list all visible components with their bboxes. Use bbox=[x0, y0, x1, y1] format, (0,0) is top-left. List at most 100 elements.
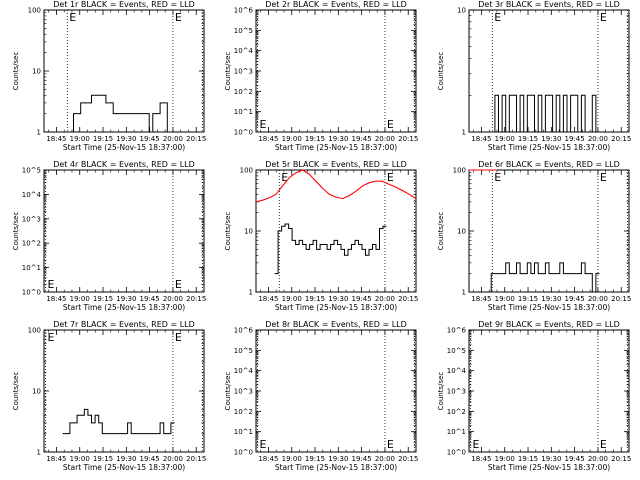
chart-title: Det 4r BLACK = Events, RED = LLD bbox=[53, 160, 195, 169]
x-tick-label: 18:45 bbox=[46, 455, 66, 463]
x-tick-label: 20:00 bbox=[163, 455, 183, 463]
x-tick-label: 20:15 bbox=[186, 295, 206, 303]
y-tick-label: 10^5 bbox=[447, 347, 466, 355]
y-tick-label: 10^1 bbox=[447, 428, 466, 436]
x-tick-label: 19:30 bbox=[328, 295, 348, 303]
x-tick-label: 19:45 bbox=[352, 295, 372, 303]
x-tick-label: 19:30 bbox=[116, 135, 136, 143]
y-tick-label: 10^2 bbox=[447, 408, 466, 416]
y-axis-label: Counts/sec bbox=[437, 212, 445, 251]
x-tick-label: 19:15 bbox=[518, 135, 538, 143]
panel-det-9: Det 9r BLACK = Events, RED = LLD 18:45 19:… bbox=[437, 320, 631, 472]
x-tick-label: 19:45 bbox=[352, 455, 372, 463]
x-tick-label: 19:15 bbox=[305, 295, 325, 303]
e-marker: E bbox=[175, 11, 182, 24]
y-tick-label: 1 bbox=[249, 289, 253, 297]
chart-title: Det 8r BLACK = Events, RED = LLD bbox=[265, 320, 407, 329]
events-series bbox=[62, 408, 175, 435]
x-tick-label: 20:00 bbox=[588, 455, 608, 463]
y-tick-label: 10^0 bbox=[22, 289, 41, 297]
y-axis-label: Counts/sec bbox=[437, 372, 445, 411]
x-tick-label: 19:00 bbox=[70, 295, 90, 303]
y-tick-label: 10 bbox=[244, 228, 253, 236]
e-marker: E bbox=[48, 331, 55, 344]
chart-title: Det 6r BLACK = Events, RED = LLD bbox=[478, 160, 620, 169]
y-tick-label: 100 bbox=[453, 167, 466, 175]
x-tick-label: 19:15 bbox=[518, 455, 538, 463]
panel-det-1: Det 1r BLACK = Events, RED = LLD 18:45 19:… bbox=[12, 0, 206, 152]
plot-frame bbox=[468, 9, 630, 133]
chart-title: Det 3r BLACK = Events, RED = LLD bbox=[478, 0, 620, 9]
e-marker: E bbox=[473, 438, 480, 451]
x-axis-label: Start Time (25-Nov-15 18:37:00) bbox=[275, 143, 397, 152]
y-axis-label: Counts/sec bbox=[12, 52, 20, 91]
chart-title: Det 9r BLACK = Events, RED = LLD bbox=[478, 320, 620, 329]
x-axis-label: Start Time (25-Nov-15 18:37:00) bbox=[63, 463, 185, 472]
y-tick-label: 10^3 bbox=[234, 68, 253, 76]
y-tick-label: 10 bbox=[457, 228, 466, 236]
e-marker: E bbox=[387, 438, 394, 451]
x-tick-label: 18:45 bbox=[46, 295, 66, 303]
y-tick-label: 10^0 bbox=[234, 449, 253, 457]
x-axis-label: Start Time (25-Nov-15 18:37:00) bbox=[63, 143, 185, 152]
x-tick-label: 19:15 bbox=[93, 135, 113, 143]
y-tick-label: 10^4 bbox=[234, 47, 254, 55]
y-tick-label: 10^4 bbox=[22, 191, 42, 199]
y-tick-label: 10^6 bbox=[234, 7, 254, 15]
x-tick-label: 19:00 bbox=[495, 135, 515, 143]
x-tick-label: 19:15 bbox=[93, 455, 113, 463]
y-tick-label: 10^4 bbox=[234, 367, 254, 375]
y-axis-label: Counts/sec bbox=[224, 212, 232, 251]
y-tick-label: 10^5 bbox=[234, 27, 253, 35]
panel-det-4: Det 4r BLACK = Events, RED = LLD 18:45 19:… bbox=[12, 160, 206, 312]
y-tick-label: 10^4 bbox=[447, 367, 467, 375]
x-tick-label: 19:45 bbox=[565, 295, 585, 303]
plot-frame bbox=[255, 329, 417, 453]
plot-frame bbox=[468, 329, 630, 453]
x-tick-label: 19:30 bbox=[116, 295, 136, 303]
x-tick-label: 20:15 bbox=[398, 295, 418, 303]
x-tick-label: 18:45 bbox=[258, 295, 278, 303]
x-tick-label: 19:15 bbox=[93, 295, 113, 303]
y-tick-label: 1 bbox=[462, 129, 466, 137]
e-marker: E bbox=[48, 278, 55, 291]
events-series bbox=[274, 223, 387, 275]
x-tick-label: 19:45 bbox=[140, 295, 160, 303]
y-tick-label: 10 bbox=[32, 388, 41, 396]
x-tick-label: 20:15 bbox=[398, 455, 418, 463]
events-series bbox=[487, 262, 600, 293]
panel-det-3: Det 3r BLACK = Events, RED = LLD 18:45 19:… bbox=[437, 0, 631, 152]
plot-frame bbox=[255, 9, 417, 133]
y-tick-label: 10^2 bbox=[234, 408, 253, 416]
x-tick-label: 19:15 bbox=[518, 295, 538, 303]
panel-det-2: Det 2r BLACK = Events, RED = LLD 18:45 19:… bbox=[224, 0, 418, 152]
chart-title: Det 1r BLACK = Events, RED = LLD bbox=[53, 0, 195, 9]
x-tick-label: 19:45 bbox=[352, 135, 372, 143]
x-tick-label: 19:00 bbox=[282, 135, 302, 143]
lld-series bbox=[255, 169, 417, 203]
x-tick-label: 19:45 bbox=[140, 135, 160, 143]
x-axis-label: Start Time (25-Nov-15 18:37:00) bbox=[275, 463, 397, 472]
y-tick-label: 100 bbox=[28, 7, 41, 15]
y-tick-label: 10^6 bbox=[234, 327, 254, 335]
e-marker: E bbox=[260, 118, 267, 131]
x-tick-label: 19:00 bbox=[282, 295, 302, 303]
y-axis-label: Counts/sec bbox=[437, 52, 445, 91]
x-tick-label: 20:00 bbox=[163, 295, 183, 303]
plot-frame bbox=[43, 169, 205, 293]
y-tick-label: 10^2 bbox=[234, 88, 253, 96]
e-marker: E bbox=[260, 438, 267, 451]
x-tick-label: 18:45 bbox=[46, 135, 66, 143]
e-marker: E bbox=[175, 331, 182, 344]
x-tick-label: 20:15 bbox=[186, 135, 206, 143]
y-tick-label: 10^5 bbox=[22, 167, 41, 175]
y-tick-label: 1 bbox=[37, 449, 41, 457]
e-marker: E bbox=[600, 171, 607, 184]
x-tick-label: 20:00 bbox=[375, 455, 395, 463]
x-tick-label: 20:15 bbox=[186, 455, 206, 463]
y-tick-label: 1 bbox=[462, 289, 466, 297]
y-tick-label: 10^3 bbox=[447, 388, 466, 396]
y-axis-label: Counts/sec bbox=[12, 372, 20, 411]
e-marker: E bbox=[494, 11, 501, 24]
